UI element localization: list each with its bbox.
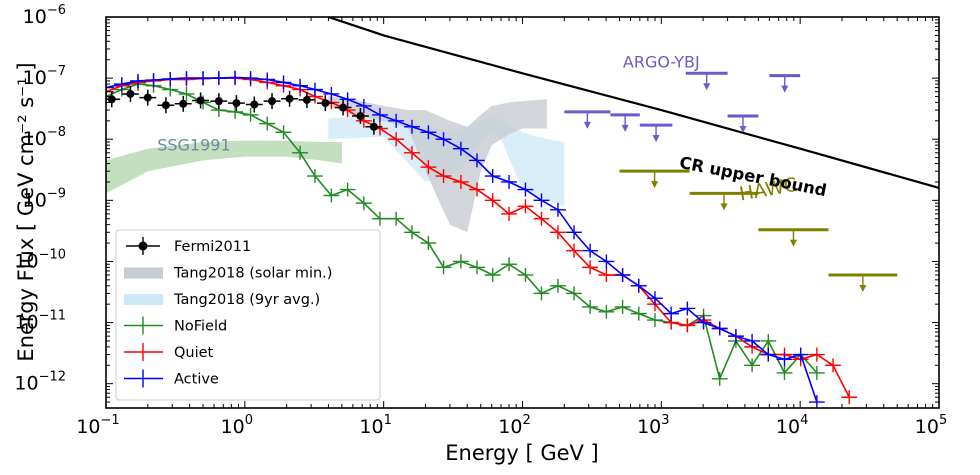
- hawc-limit-arrow: [859, 285, 867, 293]
- argo-ybj-label: ARGO-YBJ: [623, 52, 700, 71]
- y-tick-label: 10−12: [14, 370, 66, 395]
- fermi2011-point: [143, 93, 152, 102]
- x-tick-label: 103: [637, 413, 669, 438]
- y-axis-title: Energy Flux [ GeV cm⁻² s⁻¹ ]: [14, 62, 38, 361]
- fermi2011-point: [179, 99, 188, 108]
- legend-tang2018-solar-min-label: Tang2018 (solar min.): [173, 266, 332, 282]
- y-tick-label: 10−6: [23, 3, 66, 28]
- hawc-limit-arrow: [789, 239, 797, 247]
- argo-ybj-limit-arrow: [703, 83, 711, 91]
- legend-fermi2011-label: Fermi2011: [174, 239, 251, 255]
- argo-ybj-limit-arrow: [781, 85, 789, 93]
- plot-content: [106, 17, 939, 408]
- y-tick-label: 10−7: [23, 64, 66, 89]
- argo-ybj-limit-arrow: [652, 135, 660, 143]
- x-tick-label: 100: [221, 413, 253, 438]
- y-tick-label: 10−11: [14, 309, 66, 334]
- x-tick-label: 102: [498, 413, 530, 438]
- fermi2011-point: [196, 96, 205, 105]
- fermi2011-point: [161, 101, 170, 110]
- fermi2011-point: [214, 97, 223, 106]
- ssg1991-label: SSG1991: [157, 136, 230, 155]
- hawc-limit-arrow: [651, 181, 659, 189]
- fermi2011-point: [339, 103, 348, 112]
- fermi2011-point: [250, 100, 259, 109]
- fermi2011-point: [107, 95, 116, 104]
- legend-quiet-label: Quiet: [174, 345, 214, 361]
- tang2018-solar-min-band: [328, 96, 547, 233]
- fermi2011-point: [302, 95, 311, 104]
- fermi2011-point: [356, 111, 365, 120]
- y-tick-labels: 10−12 10−11 10−10 10−9 10−8 10−7 10−6: [14, 3, 66, 395]
- y-tick-label: 10−9: [23, 186, 66, 211]
- legend-box: [115, 229, 381, 401]
- fermi2011-point: [126, 89, 135, 98]
- x-axis-title: Energy [ GeV ]: [445, 441, 599, 465]
- fermi2011-point: [268, 97, 277, 106]
- legend-nofield-label: NoField: [174, 319, 227, 335]
- y-tick-label: 10−8: [23, 125, 66, 150]
- axis-ticks: [105, 17, 939, 409]
- argo-ybj-limit-arrow: [621, 124, 629, 132]
- legend-tang2018-9yr-avg-swatch: [124, 294, 163, 305]
- x-tick-label: 10−1: [76, 413, 119, 438]
- hawc-limit-arrow: [720, 203, 728, 211]
- x-tick-label: 101: [359, 413, 391, 438]
- x-tick-label: 105: [915, 413, 947, 438]
- legend-fermi2011-marker: [138, 241, 148, 251]
- x-tick-label: 104: [776, 413, 808, 438]
- fermi2011-point: [369, 122, 378, 131]
- plot-area: [106, 17, 939, 408]
- legend-tang2018-solar-min-swatch: [124, 267, 163, 279]
- legend-tang2018-9yr-avg-label: Tang2018 (9yr avg.): [173, 292, 320, 308]
- fermi2011-point: [232, 99, 241, 108]
- argo-ybj-limit-arrow: [583, 121, 591, 129]
- legend-active-label: Active: [174, 372, 219, 388]
- legend: Fermi2011 Tang2018 (solar min.) Tang2018 (…: [115, 229, 381, 401]
- ssg1991-band: [106, 140, 342, 194]
- y-tick-label: 10−10: [14, 247, 66, 272]
- fermi2011-point: [321, 99, 330, 108]
- argo-ybj-limit-arrow: [739, 125, 747, 133]
- fermi2011-point: [285, 94, 294, 103]
- cr-upper-bound-line: [328, 17, 939, 189]
- x-tick-labels: 10−1 100 101 102 103 104 105: [76, 413, 947, 438]
